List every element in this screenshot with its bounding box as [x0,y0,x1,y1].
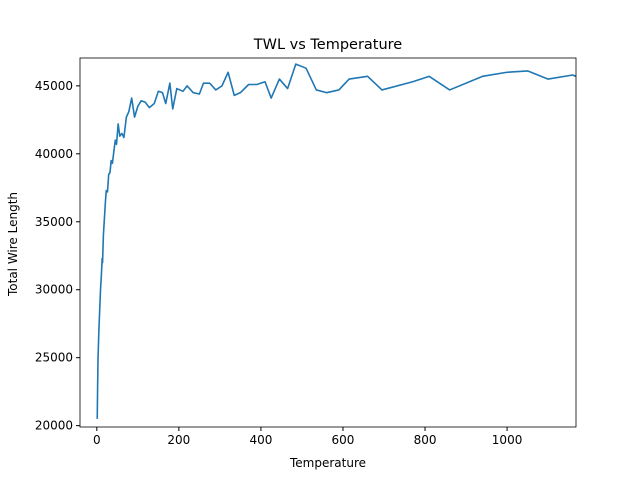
x-tick-label: 1000 [492,433,523,447]
y-tick-label: 40000 [35,147,73,161]
x-tick-label: 800 [414,433,437,447]
y-tick-label: 45000 [35,79,73,93]
line-series [96,63,576,419]
y-tick-label: 20000 [35,419,73,433]
y-axis-label: Total Wire Length [6,192,20,297]
y-tick-label: 35000 [35,215,73,229]
x-tick-label: 200 [167,433,190,447]
y-tick-label: 30000 [35,283,73,297]
y-tick-label: 25000 [35,351,73,365]
x-tick-label: 400 [249,433,272,447]
chart-title: TWL vs Temperature [253,37,403,53]
plot-frame [79,57,577,428]
x-tick-label: 600 [332,433,355,447]
x-axis-label: Temperature [289,456,366,470]
x-tick-label: 0 [93,433,101,447]
